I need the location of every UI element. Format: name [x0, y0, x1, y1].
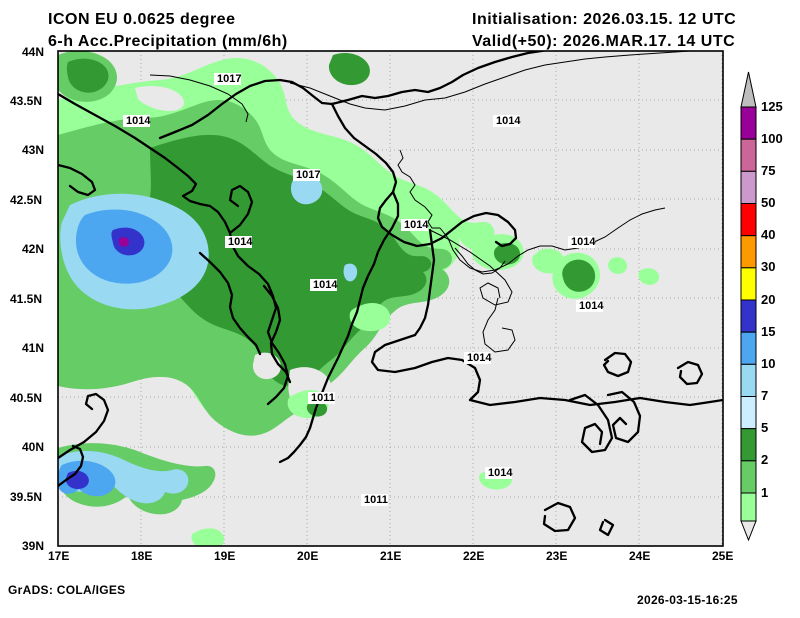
svg-text:1014: 1014: [467, 352, 492, 364]
svg-text:1014: 1014: [313, 279, 338, 291]
svg-text:1017: 1017: [296, 169, 320, 181]
svg-text:1014: 1014: [228, 236, 253, 248]
svg-text:1014: 1014: [496, 115, 521, 127]
svg-text:1014: 1014: [404, 219, 429, 231]
svg-text:1014: 1014: [126, 115, 151, 127]
svg-text:1014: 1014: [571, 236, 596, 248]
svg-text:1017: 1017: [217, 73, 241, 85]
svg-text:1014: 1014: [579, 300, 604, 312]
svg-text:1014: 1014: [488, 467, 513, 479]
svg-text:1011: 1011: [311, 392, 335, 404]
svg-text:1011: 1011: [364, 494, 388, 506]
